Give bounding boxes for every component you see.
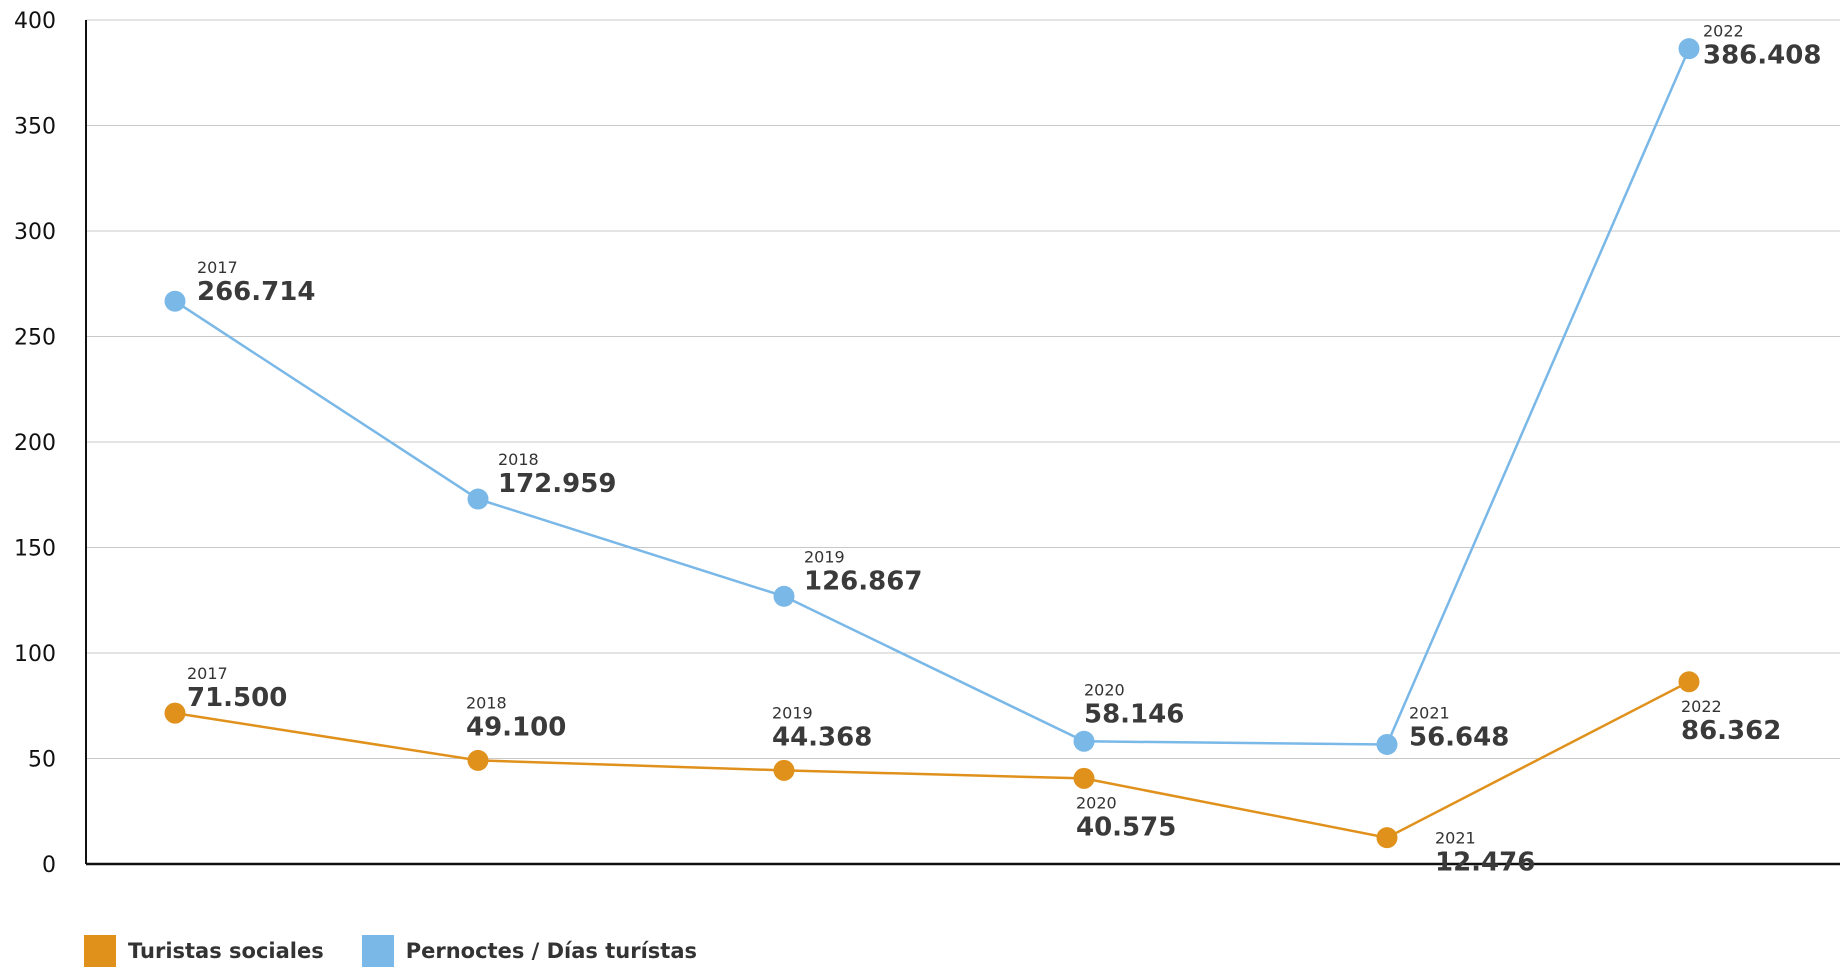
data-point [773,585,795,607]
legend-item-turistas-sociales: Turistas sociales [84,935,324,967]
data-label-year: 2018 [498,450,539,469]
legend: Turistas sociales Pernoctes / Días turís… [84,935,697,967]
data-label-year: 2018 [466,693,507,712]
data-point [773,759,795,781]
data-label-year: 2020 [1076,793,1117,812]
data-label-value: 40.575 [1076,812,1176,842]
data-label-value: 12.476 [1435,848,1535,878]
y-tick-label: 100 [14,642,56,667]
legend-swatch-pernoctes [361,935,394,967]
data-label-value: 266.714 [197,277,315,307]
data-label-year: 2019 [772,703,813,722]
data-label-value: 386.408 [1703,41,1821,71]
data-label-year: 2021 [1409,703,1450,722]
data-label-value: 49.100 [466,712,566,742]
legend-swatch-turistas-sociales [84,935,116,967]
data-point [164,290,186,312]
legend-item-pernoctes: Pernoctes / Días turístas [361,935,697,967]
data-point [1073,767,1095,789]
grid [86,19,1840,759]
data-label-value: 71.500 [187,683,287,713]
axes [85,20,1840,866]
data-point [1678,671,1700,693]
data-label-year: 2021 [1435,829,1476,848]
y-tick-label: 350 [14,115,56,140]
y-tick-label: 200 [14,431,56,456]
series-line-0 [174,680,1690,839]
data-label-value: 56.648 [1409,722,1509,752]
data-label-value: 58.146 [1084,699,1184,729]
y-tick-label: 300 [14,220,56,245]
y-axis-ticks: 0 50 100 150 200 250 300 350 400 [14,9,56,878]
data-label-value: 172.959 [498,469,616,499]
data-label-year: 2022 [1703,22,1744,41]
data-label-year: 2017 [187,664,228,683]
series-lines [174,48,1691,839]
y-tick-label: 400 [14,9,56,34]
legend-label-turistas-sociales: Turistas sociales [128,939,324,963]
data-point [467,488,489,510]
data-points [164,38,1700,849]
y-tick-label: 50 [28,748,56,773]
y-tick-label: 150 [14,537,56,562]
data-label-year: 2020 [1084,680,1125,699]
data-label-year: 2022 [1681,697,1722,716]
data-label-value: 86.362 [1681,716,1781,746]
data-point [1376,827,1398,849]
legend-label-pernoctes: Pernoctes / Días turístas [405,939,697,963]
y-tick-label: 0 [42,853,56,878]
series-line-1 [174,48,1691,746]
data-label-year: 2019 [804,547,845,566]
data-label-value: 44.368 [772,722,872,752]
data-label-value: 126.867 [804,566,922,596]
data-label-year: 2017 [197,258,238,277]
data-point [1678,38,1700,60]
data-point [164,702,186,724]
y-tick-label: 250 [14,326,56,351]
data-point [1376,733,1398,755]
data-point [1073,730,1095,752]
data-point [467,749,489,771]
